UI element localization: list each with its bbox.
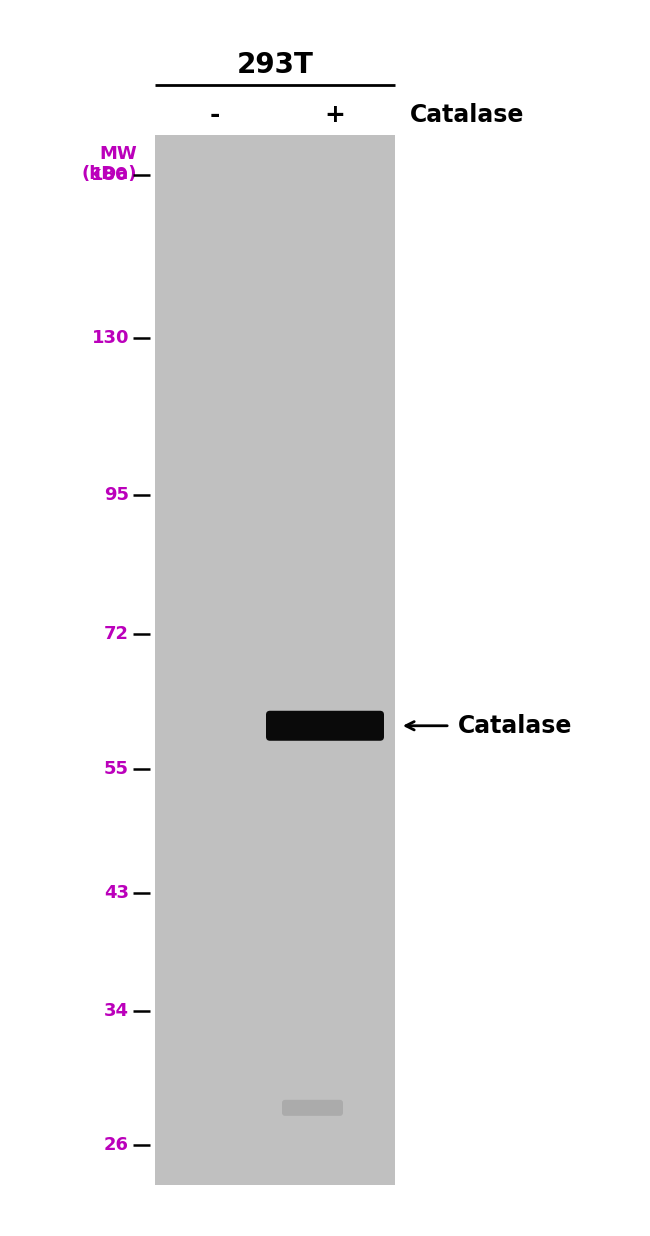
FancyBboxPatch shape [282, 1100, 343, 1116]
Text: 180: 180 [92, 166, 129, 184]
Text: +: + [324, 103, 345, 127]
Text: 34: 34 [104, 1001, 129, 1020]
Text: 72: 72 [104, 625, 129, 644]
Text: 95: 95 [104, 487, 129, 504]
Text: Catalase: Catalase [410, 103, 525, 127]
FancyBboxPatch shape [266, 711, 384, 740]
Text: -: - [210, 103, 220, 127]
Bar [155, 135, 395, 1185]
Text: 43: 43 [104, 884, 129, 902]
Text: 130: 130 [92, 329, 129, 347]
Text: 293T: 293T [237, 51, 313, 79]
Text: 26: 26 [104, 1136, 129, 1154]
Text: 55: 55 [104, 760, 129, 779]
Text: MW
(kDa): MW (kDa) [81, 145, 137, 183]
Text: Catalase: Catalase [458, 713, 573, 738]
